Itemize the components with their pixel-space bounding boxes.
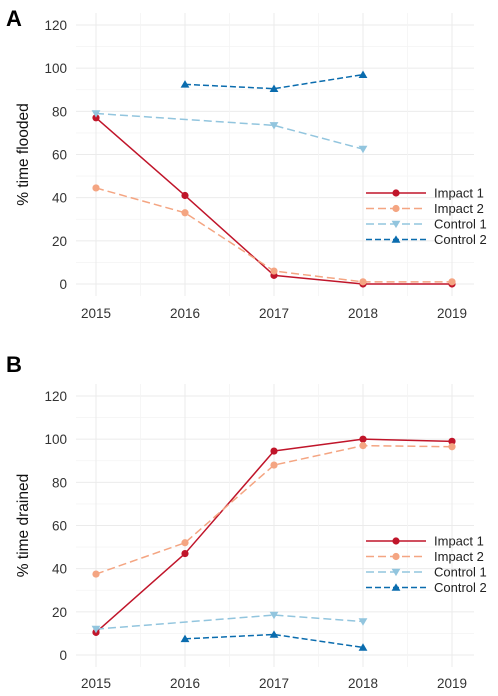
legend-marker-impact-2	[392, 204, 400, 213]
data-point-impact-1	[270, 447, 278, 455]
y-tick-label: 100	[44, 61, 67, 76]
legend-marker-control-2	[391, 235, 401, 243]
legend-label-control-2: Control 2	[434, 232, 487, 247]
data-point-control-1	[358, 145, 368, 154]
series-control-1	[91, 110, 368, 154]
legend-label-impact-2: Impact 2	[434, 549, 484, 564]
y-axis-title: % time drained	[15, 474, 32, 577]
legend-marker-impact-1	[392, 189, 400, 197]
data-point-impact-2	[448, 443, 456, 451]
data-point-impact-1	[92, 114, 100, 122]
legend-label-impact-1: Impact 1	[434, 186, 484, 201]
data-point-control-1	[269, 122, 279, 130]
x-tick-label: 2018	[348, 306, 378, 321]
legend-label-control-1: Control 1	[434, 217, 487, 232]
data-point-control-2	[269, 84, 279, 92]
data-point-impact-1	[359, 435, 367, 443]
y-tick-label: 100	[44, 432, 67, 447]
y-tick-label: 60	[52, 148, 67, 163]
y-tick-label: 0	[59, 648, 67, 663]
data-point-control-2	[358, 643, 368, 651]
y-tick-label: 120	[44, 389, 67, 404]
data-point-impact-1	[181, 191, 189, 200]
series-impact-2	[92, 184, 456, 286]
y-tick-label: 60	[52, 519, 67, 534]
legend-marker-impact-1	[392, 537, 400, 545]
y-tick-label: 40	[52, 562, 67, 577]
x-tick-label: 2017	[259, 306, 289, 321]
data-point-impact-2	[181, 209, 189, 217]
y-tick-label: 20	[52, 234, 67, 249]
legend-label-control-1: Control 1	[434, 565, 487, 580]
x-tick-label: 2016	[170, 306, 200, 321]
data-point-impact-2	[181, 539, 189, 547]
gridlines	[76, 384, 474, 667]
x-tick-label: 2018	[348, 676, 378, 691]
data-point-impact-1	[448, 437, 456, 445]
series-line-control-2	[184, 73, 364, 90]
data-point-control-2	[180, 634, 190, 643]
legend-marker-control-1	[391, 568, 401, 577]
data-point-control-1	[269, 611, 279, 620]
data-point-impact-2	[359, 442, 367, 450]
data-point-impact-2	[92, 184, 100, 192]
series-impact-2	[92, 442, 456, 578]
series-control-1	[91, 611, 368, 634]
legend-label-control-2: Control 2	[434, 580, 487, 595]
data-point-control-1	[91, 110, 101, 118]
legend-label-impact-1: Impact 1	[434, 534, 484, 549]
data-point-control-2	[358, 70, 368, 78]
panel-b: 0 20 40 60 80 100 120 2015 2016 2017 2018 2019 % tim…	[6, 352, 487, 691]
data-point-control-2	[269, 630, 279, 638]
data-point-control-1	[358, 618, 368, 626]
x-tick-label: 2016	[170, 676, 200, 691]
gridlines	[76, 13, 474, 296]
legend-marker-control-1	[391, 220, 401, 229]
legend-label-impact-2: Impact 2	[434, 201, 484, 216]
legend-marker-control-2	[391, 583, 401, 591]
x-tick-label: 2017	[259, 676, 289, 691]
data-point-impact-2	[92, 570, 100, 578]
data-point-impact-2	[359, 278, 367, 286]
data-point-control-1	[91, 625, 101, 634]
panel-a: 0 20 40 60 80 100 120 2015 2016 2017 2018 2019 % tim…	[6, 6, 487, 321]
y-tick-label: 80	[52, 104, 67, 119]
x-tick-label: 2015	[81, 306, 111, 321]
panel-label: A	[6, 6, 22, 31]
series-control-2	[180, 70, 368, 92]
data-point-impact-2	[270, 461, 278, 469]
data-point-control-2	[180, 80, 190, 88]
series-line-impact-2	[95, 444, 453, 575]
y-tick-label: 120	[44, 18, 67, 33]
y-tick-label: 0	[59, 277, 67, 292]
series-line-control-2	[184, 633, 364, 649]
panel-label: B	[6, 352, 22, 377]
series-impact-1	[92, 435, 456, 636]
y-tick-label: 20	[52, 605, 67, 620]
data-point-impact-2	[448, 278, 456, 286]
legend-marker-impact-2	[392, 552, 400, 561]
x-tick-label: 2019	[437, 676, 467, 691]
x-tick-label: 2019	[437, 306, 467, 321]
data-point-impact-1	[181, 549, 189, 558]
data-point-impact-2	[270, 267, 278, 275]
x-tick-label: 2015	[81, 676, 111, 691]
y-tick-label: 80	[52, 475, 67, 490]
y-tick-label: 40	[52, 191, 67, 206]
y-axis-title: % time flooded	[15, 103, 32, 206]
series-control-2	[180, 630, 368, 651]
